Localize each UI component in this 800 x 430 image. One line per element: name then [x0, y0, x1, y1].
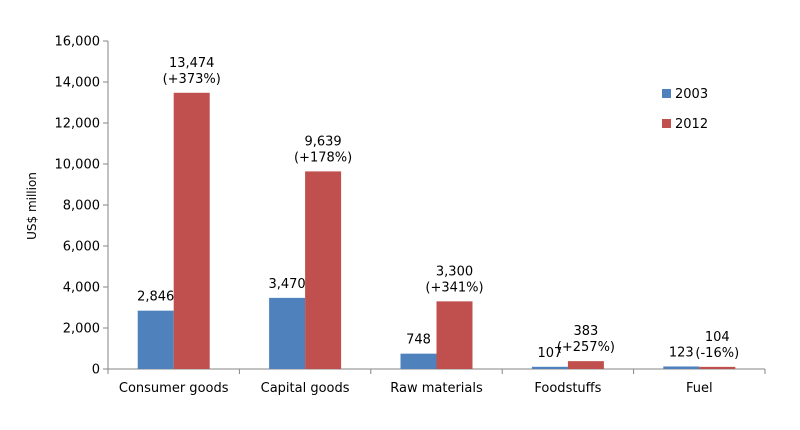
data-label-2012: 104 — [705, 330, 730, 345]
data-label-2003: 3,470 — [268, 277, 305, 292]
bar-2003 — [531, 366, 568, 369]
bar-2003 — [137, 310, 174, 369]
category-labels: Consumer goods Capital goods Raw materials… — [119, 381, 713, 396]
change-label-2012: (+257%) — [557, 340, 615, 355]
bar-2012 — [173, 92, 210, 370]
data-label-2003: 2,846 — [137, 290, 174, 305]
legend-swatch-2003 — [662, 89, 671, 98]
y-tick-label: 10,000 — [55, 158, 101, 173]
bar-2003 — [663, 366, 700, 369]
data-label-2003: 107 — [537, 346, 562, 361]
bar-2012 — [436, 301, 473, 369]
bar-2012 — [305, 171, 342, 369]
y-tick-label: 4,000 — [63, 281, 100, 296]
change-label-2012: (+373%) — [163, 72, 221, 87]
bar-2012 — [699, 366, 736, 369]
legend-label-2003: 2003 — [675, 87, 708, 102]
legend-label-2012: 2012 — [675, 117, 708, 132]
y-tick-label: 14,000 — [55, 76, 101, 91]
y-tick-label: 12,000 — [55, 117, 101, 132]
y-axis-title: US$ million — [25, 172, 39, 240]
y-tick-label: 6,000 — [63, 240, 100, 255]
change-label-2012: (+178%) — [294, 150, 352, 165]
category-label: Consumer goods — [119, 381, 229, 396]
legend: 2003 2012 — [662, 87, 708, 132]
category-label: Fuel — [686, 381, 713, 396]
bar-2012 — [567, 361, 604, 369]
bar-2003 — [400, 353, 437, 369]
y-tick-label: 16,000 — [55, 35, 101, 50]
bars — [137, 92, 736, 370]
data-label-2012: 3,300 — [436, 264, 473, 279]
bar-2003 — [269, 297, 306, 369]
change-label-2012: (+341%) — [425, 280, 483, 295]
y-ticks: 0 2,000 4,000 6,000 8,000 10,000 12,000 14,000 1… — [55, 35, 108, 378]
data-label-2012: 383 — [573, 324, 598, 339]
y-tick-label: 8,000 — [63, 199, 100, 214]
data-label-2012: 13,474 — [169, 56, 215, 71]
category-label: Capital goods — [261, 381, 350, 396]
data-label-2003: 123 — [669, 345, 694, 360]
category-label: Raw materials — [390, 381, 483, 396]
data-label-2003: 748 — [406, 333, 431, 348]
y-tick-label: 2,000 — [63, 322, 100, 337]
y-axis-title-group: US$ million — [25, 172, 39, 240]
data-labels: 2,846 13,474(+373%) 3,470 9,639(+178%) 748 3,… — [137, 56, 739, 361]
data-label-2012: 9,639 — [304, 134, 341, 149]
change-label-2012: (-16%) — [695, 346, 739, 361]
category-label: Foodstuffs — [534, 381, 601, 396]
legend-swatch-2012 — [662, 119, 671, 128]
y-tick-label: 0 — [92, 363, 100, 378]
